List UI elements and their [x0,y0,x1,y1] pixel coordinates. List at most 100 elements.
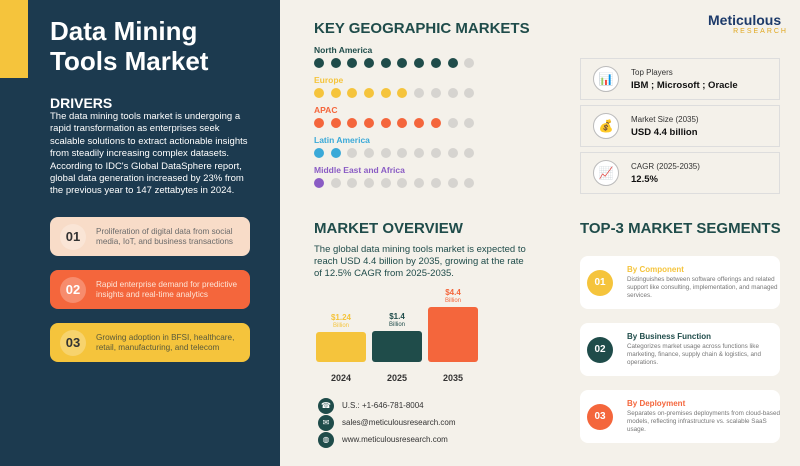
bar-data-label: $1.4 Billion [372,311,422,329]
bar-value: $4.4 [445,287,461,297]
bar-unit: Billion [444,297,461,304]
category-label: 2025 [386,373,408,383]
filled-dot [364,88,375,98]
empty-dot [397,178,408,188]
stat-value: IBM ; Microsoft ; Oracle [631,79,738,91]
drivers-heading: DRIVERS [50,95,113,111]
bar-unit: Billion [332,323,349,330]
drivers-text: The data mining tools market is undergoi… [50,111,248,197]
bar-unit: Billion [388,321,405,328]
empty-dot [464,178,475,188]
email-icon: ✉ [318,414,334,431]
driver-number: 02 [60,276,86,303]
empty-dot [330,178,341,188]
contact-item[interactable]: ✉ sales@meticulousresearch.com [318,414,456,431]
money-bag-icon: 💰 [593,113,619,139]
empty-dot [397,148,408,158]
empty-dot [364,178,375,188]
segment-desc: Categorizes market usage across function… [627,343,762,366]
driver-number: 03 [60,329,86,356]
category-label: 2035 [442,373,464,383]
contact-item[interactable]: ☎ U.S.: +1-646-781-8004 [318,397,424,414]
driver-number: 01 [60,223,86,250]
stat-card: 📊 Top Players IBM ; Microsoft ; Oracle [580,58,780,100]
filled-dot [347,118,358,128]
bar-2024 [316,332,366,362]
segment-number: 02 [587,336,613,363]
segment-card: 03 By Deployment Separates on-premises d… [580,390,780,443]
empty-dot [414,178,425,188]
empty-dot [414,88,425,98]
bar-data-label: $4.4 Billion [428,287,478,305]
logo: Meticulous RESEARCH [708,12,788,35]
empty-dot [464,148,475,158]
region-dots [314,148,475,158]
filled-dot [330,88,341,98]
region-dots [314,58,475,68]
stat-value: USD 4.4 billion [631,126,698,138]
driver-text: Growing adoption in BFSI, healthcare, re… [96,332,235,352]
region-dots [314,118,475,128]
filled-dot [330,118,341,128]
empty-dot [380,178,391,188]
empty-dot [447,148,458,158]
stat-card: 💰 Market Size (2035) USD 4.4 billion [580,105,780,147]
filled-dot [314,178,324,188]
contact-text[interactable]: sales@meticulousresearch.com [342,418,456,427]
filled-dot [380,58,391,68]
filled-dot [330,148,341,158]
region-label: Middle East and Africa [314,165,405,175]
contact-item[interactable]: ◍ www.meticulousresearch.com [318,431,448,448]
filled-dot [430,118,441,128]
overview-heading: MARKET OVERVIEW [314,220,463,237]
empty-dot [430,148,441,158]
empty-dot [447,88,458,98]
bar-data-label: $1.24 Billion [316,314,366,330]
empty-dot [464,58,475,68]
driver-card: 01 Proliferation of digital data from so… [50,217,250,256]
line-chart-icon: 📈 [593,160,619,186]
driver-card: 02 Rapid enterprise demand for predictiv… [50,270,250,309]
filled-dot [347,58,358,68]
filled-dot [314,58,324,68]
stat-card: 📈 CAGR (2025-2035) 12.5% [580,152,780,194]
bar-2035 [428,306,478,362]
contact-text[interactable]: www.meticulousresearch.com [342,435,448,444]
region-label: Europe [314,75,344,85]
filled-dot [430,58,441,68]
filled-dot [330,58,341,68]
segment-number: 03 [587,403,613,430]
region-label: North America [314,45,373,55]
region-label: APAC [314,105,338,115]
segment-desc: Distinguishes between software offerings… [627,276,778,299]
logo-sub: RESEARCH [733,28,788,35]
filled-dot [314,148,324,158]
stat-label: Top Players [631,67,673,77]
segment-card: 02 By Business Function Categorizes mark… [580,323,780,376]
filled-dot [347,88,358,98]
phone-icon: ☎ [318,397,334,414]
filled-dot [380,88,391,98]
driver-text: Proliferation of digital data from socia… [96,226,233,246]
filled-dot [447,58,458,68]
region-label: Latin America [314,135,370,145]
empty-dot [347,178,358,188]
empty-dot [464,118,475,128]
filled-dot [397,118,408,128]
empty-dot [447,178,458,188]
filled-dot [414,58,425,68]
filled-dot [364,58,375,68]
contact-text[interactable]: U.S.: +1-646-781-8004 [342,401,424,410]
empty-dot [447,118,458,128]
page-title: Data Mining Tools Market [50,16,209,76]
empty-dot [364,148,375,158]
bar-value: $1.4 [389,311,405,321]
stat-label: CAGR (2025-2035) [631,161,700,171]
logo-name: Meticulous [708,12,782,28]
filled-dot [314,88,324,98]
empty-dot [414,148,425,158]
filled-dot [314,118,324,128]
region-dots [314,88,475,98]
driver-card: 03 Growing adoption in BFSI, healthcare,… [50,323,250,362]
segments-heading: TOP-3 MARKET SEGMENTS [580,220,781,237]
